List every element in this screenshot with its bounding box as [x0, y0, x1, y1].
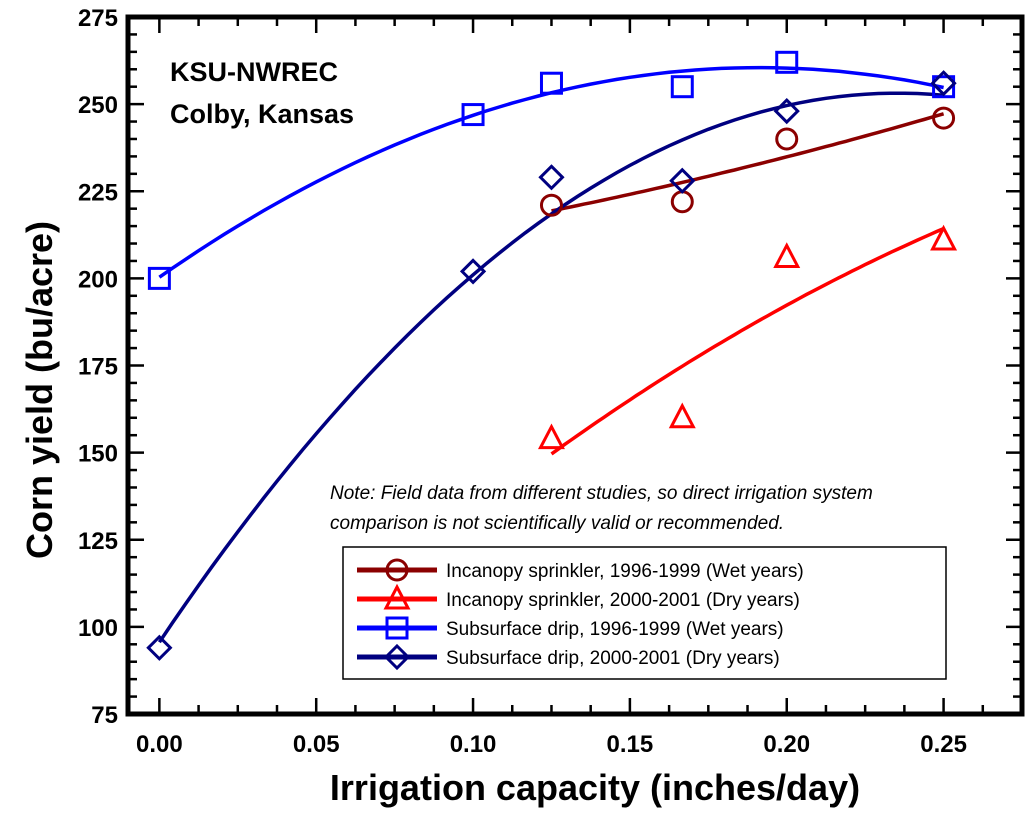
data-point-series-1 [932, 106, 956, 130]
y-tick-label: 225 [78, 179, 118, 206]
fit-line-series-2 [550, 226, 945, 456]
data-point-series-3 [775, 50, 799, 74]
y-tick-label: 75 [91, 702, 118, 729]
data-point-series-4 [930, 70, 957, 97]
data-markers [146, 50, 958, 661]
x-tick-label: 0.20 [763, 731, 810, 758]
y-tick-label: 125 [78, 528, 118, 555]
fit-line-series-1 [551, 112, 945, 213]
legend-marker-3 [385, 616, 409, 640]
legend-marker-4 [383, 643, 411, 671]
data-point-series-4 [459, 258, 487, 285]
station-label-line2: Colby, Kansas [170, 99, 354, 129]
station-label-line1: KSU-NWREC [170, 57, 338, 87]
note-line2: comparison is not scientifically valid o… [330, 513, 784, 534]
legend-label-1: Incanopy sprinkler, 1996-1999 (Wet years… [446, 561, 804, 582]
data-point-series-3 [932, 75, 956, 99]
data-point-series-3 [461, 103, 485, 127]
legend-marker-1 [385, 558, 409, 582]
data-point-series-2 [930, 224, 958, 251]
legend-label-2: Incanopy sprinkler, 2000-2001 (Dry years… [446, 590, 800, 611]
x-axis-ticks: 0.00 0.05 0.10 0.15 0.20 0.25 [136, 17, 1024, 758]
y-tick-label: 175 [78, 354, 118, 381]
data-point-series-1 [539, 193, 563, 217]
data-point-series-2 [773, 242, 801, 268]
data-point-series-4 [773, 97, 800, 125]
data-point-series-3 [147, 266, 171, 290]
y-tick-label: 150 [78, 441, 118, 468]
data-point-series-3 [670, 75, 694, 99]
x-axis-title: Irrigation capacity (inches/day) [330, 767, 860, 808]
data-point-series-2 [668, 402, 696, 429]
x-tick-label: 0.15 [607, 731, 654, 758]
data-point-series-2 [537, 423, 565, 450]
data-point-series-1 [670, 190, 694, 214]
x-tick-label: 0.25 [920, 731, 967, 758]
x-tick-label: 0.05 [293, 731, 340, 758]
x-tick-label: 0.00 [136, 731, 183, 758]
data-point-series-4 [669, 167, 696, 194]
legend-label-3: Subsurface drip, 1996-1999 (Wet years) [446, 619, 784, 640]
y-tick-label: 100 [78, 615, 118, 642]
legend-marker-2 [383, 583, 411, 610]
data-point-series-1 [775, 127, 799, 151]
note-line1: Note: Field data from different studies,… [330, 483, 873, 504]
data-point-series-3 [539, 71, 563, 95]
y-axis-ticks: 75 100 125 150 175 200 225 250 275 [78, 5, 1022, 729]
y-tick-label: 200 [78, 266, 118, 293]
y-tick-label: 275 [78, 5, 118, 32]
legend-box [342, 546, 947, 680]
legend: Incanopy sprinkler, 1996-1999 (Wet years… [342, 546, 947, 680]
x-tick-label: 0.10 [450, 731, 497, 758]
legend-label-4: Subsurface drip, 2000-2001 (Dry years) [446, 648, 780, 669]
y-tick-label: 250 [78, 92, 118, 119]
y-axis-title: Corn yield (bu/acre) [19, 221, 60, 559]
data-point-series-4 [146, 634, 173, 661]
data-point-series-4 [538, 164, 565, 191]
